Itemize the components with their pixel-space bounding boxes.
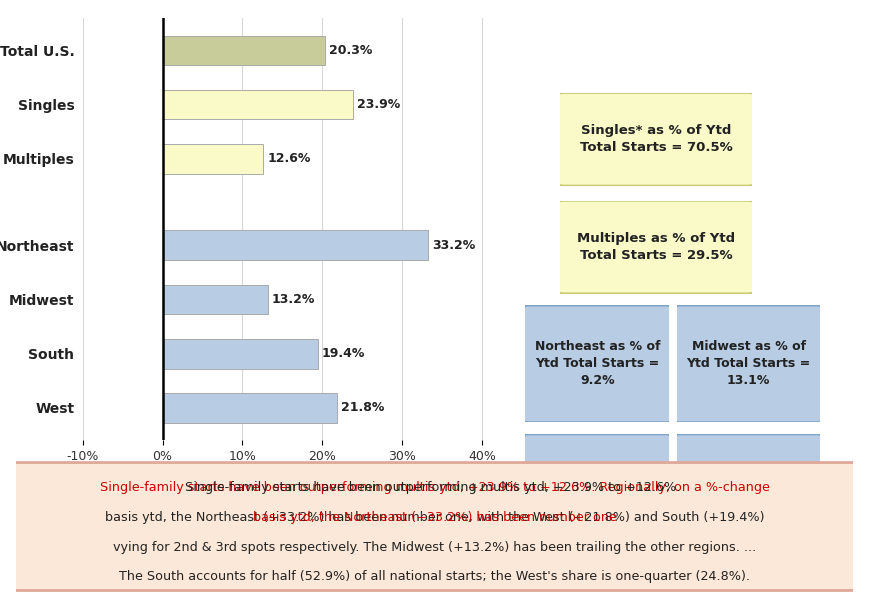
FancyBboxPatch shape — [556, 93, 754, 186]
Text: 13.2%: 13.2% — [272, 293, 315, 306]
Text: 19.4%: 19.4% — [322, 347, 364, 360]
Text: 60%: 60% — [588, 452, 616, 465]
Text: 33.2%: 33.2% — [431, 239, 474, 252]
X-axis label: Ytd % Change: Ytd % Change — [242, 471, 362, 486]
FancyBboxPatch shape — [522, 434, 671, 551]
Bar — [163, 393, 336, 423]
FancyBboxPatch shape — [556, 201, 754, 294]
Bar — [163, 144, 263, 174]
Text: Single-family starts have been outperforming multis ytd, +23.9% to +12.6%.: Single-family starts have been outperfor… — [185, 481, 683, 494]
Text: Northeast as % of
Ytd Total Starts =
9.2%: Northeast as % of Ytd Total Starts = 9.2… — [534, 340, 660, 388]
Text: basis ytd, the Northeast (+33.2%) has been number one, with the West (+21.8%) an: basis ytd, the Northeast (+33.2%) has be… — [104, 511, 764, 524]
Text: 21.8%: 21.8% — [341, 401, 383, 415]
FancyBboxPatch shape — [673, 434, 822, 551]
Bar — [163, 35, 324, 65]
Text: The South accounts for half (52.9%) of all national starts; the West's share is : The South accounts for half (52.9%) of a… — [119, 570, 749, 583]
Text: Midwest as % of
Ytd Total Starts =
13.1%: Midwest as % of Ytd Total Starts = 13.1% — [686, 340, 810, 388]
Bar — [163, 231, 428, 260]
Text: Multiples as % of Ytd
Total Starts = 29.5%: Multiples as % of Ytd Total Starts = 29.… — [576, 232, 734, 262]
Text: 50%: 50% — [529, 452, 557, 465]
FancyBboxPatch shape — [522, 305, 671, 422]
FancyBboxPatch shape — [673, 305, 822, 422]
Bar — [163, 339, 317, 368]
Text: vying for 2nd & 3rd spots respectively. The Midwest (+13.2%) has been trailing t: vying for 2nd & 3rd spots respectively. … — [113, 541, 755, 554]
Text: West as % of Ytd
Total Starts =
24.8%: West as % of Ytd Total Starts = 24.8% — [688, 469, 807, 516]
Text: 23.9%: 23.9% — [357, 98, 401, 111]
FancyBboxPatch shape — [0, 462, 869, 591]
Text: Singles* as % of Ytd
Total Starts = 70.5%: Singles* as % of Ytd Total Starts = 70.5… — [579, 124, 732, 155]
Bar — [163, 90, 353, 119]
Text: 20.3%: 20.3% — [328, 44, 372, 57]
Text: basis ytd, the Northeast (+33.2%) has been number one: basis ytd, the Northeast (+33.2%) has be… — [252, 511, 616, 524]
Text: South as % of Ytd
Total Starts =
52.9%: South as % of Ytd Total Starts = 52.9% — [534, 469, 659, 516]
Bar — [163, 285, 268, 314]
Text: 12.6%: 12.6% — [267, 152, 310, 165]
Text: Single-family starts have been outperforming multis ytd, +23.9% to +12.6%. Regio: Single-family starts have been outperfor… — [100, 481, 768, 494]
